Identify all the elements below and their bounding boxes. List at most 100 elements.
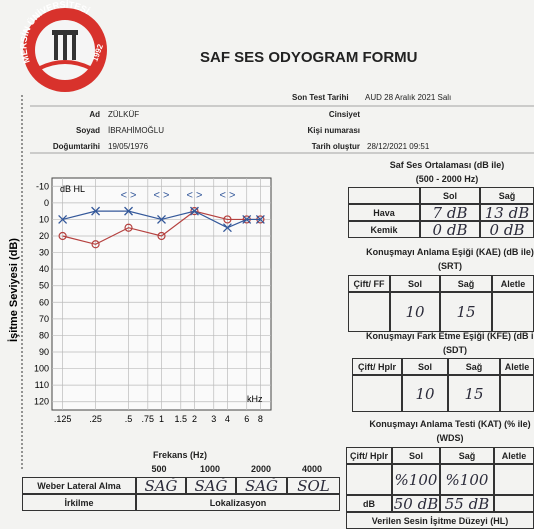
section-title: Konuşmayı Anlama Eşiği (KAE) (dB ile) xyxy=(340,247,534,257)
wds-cell: Çift/ Hplr xyxy=(346,447,392,464)
section-title: Konuşmayı Fark Etme Eşiği (KFE) (dB ile) xyxy=(345,331,534,341)
y-tick-label: 80 xyxy=(39,330,49,340)
srt-cell: Aletle xyxy=(492,275,534,292)
srt-cell: Sol xyxy=(390,275,440,292)
x-tick-label: 1.5 xyxy=(175,414,188,424)
section-title: Konuşmayı Anlama Testi (KAT) (% ile) xyxy=(340,419,534,429)
averages-cell xyxy=(348,187,420,204)
x-tick-label: .5 xyxy=(125,414,133,424)
column-label: 1000 xyxy=(187,464,233,474)
sdt-cell: 10 xyxy=(402,375,448,412)
y-tick-label: -10 xyxy=(36,181,49,191)
y-axis-label: İşitme Seviyesi (dB) xyxy=(7,238,20,342)
section-subtitle: (500 - 2000 Hz) xyxy=(337,174,534,184)
field-label: Tarih oluştur xyxy=(250,142,360,151)
x-tick-label: 2 xyxy=(192,414,197,424)
averages-cell: 7 dB xyxy=(420,204,480,221)
srt-cell: 15 xyxy=(440,292,492,332)
x-tick-label: 1 xyxy=(159,414,164,424)
page: MERSİN ÜNİVERSİTESİ 1992 -10 0 10 20 30 40 50 6… xyxy=(0,0,534,529)
y-tick-label: 90 xyxy=(39,347,49,357)
y-tick-label: 120 xyxy=(34,397,49,407)
wds-cell: Sağ xyxy=(440,447,494,464)
column-label: 2000 xyxy=(238,464,284,474)
section-title: Frekans (Hz) xyxy=(130,450,230,460)
sdt-cell: Çift/ Hplr xyxy=(352,358,402,375)
srt-cell: Çift/ FF xyxy=(348,275,390,292)
x-tick-label: 6 xyxy=(244,414,249,424)
field-label: Doğumtarihi xyxy=(30,142,100,151)
field-label: Cinsiyet xyxy=(250,110,360,119)
wds-cell: 55 dB xyxy=(440,495,494,512)
wds-cell xyxy=(494,464,534,495)
frequency-cell: SAĞ xyxy=(236,477,287,494)
wds-cell: 50 dB xyxy=(392,495,440,512)
averages-cell: Kemik xyxy=(348,221,420,238)
field-label: Ad xyxy=(30,110,100,119)
marker: < > xyxy=(187,190,203,202)
x-tick-label: .25 xyxy=(89,414,102,424)
wds-cell: Sol xyxy=(392,447,440,464)
field-value: ZÜLKÜF xyxy=(108,110,139,119)
srt-cell: Sağ xyxy=(440,275,492,292)
wds-cell xyxy=(494,495,534,512)
x-tick-label: 3 xyxy=(211,414,216,424)
y-tick-label: 40 xyxy=(39,264,49,274)
column-label: 4000 xyxy=(289,464,335,474)
averages-cell: 13 dB xyxy=(480,204,534,221)
last-test-value: AUD 28 Aralık 2021 Salı xyxy=(365,93,451,102)
sdt-cell: Sol xyxy=(402,358,448,375)
averages-cell: Hava xyxy=(348,204,420,221)
frequency-cell: İrkilme xyxy=(22,494,136,511)
section-subtitle: (SDT) xyxy=(345,345,534,355)
sdt-cell: Aletle xyxy=(500,358,534,375)
y-tick-label: 30 xyxy=(39,248,49,258)
title: SAF SES ODYOGRAM FORMU xyxy=(200,49,418,66)
y-tick-label: 100 xyxy=(34,364,49,374)
x-tick-label: .75 xyxy=(142,414,155,424)
field-label: Soyad xyxy=(30,126,100,135)
averages-cell: 0 dB xyxy=(420,221,480,238)
averages-cell: Sol xyxy=(420,187,480,204)
section-subtitle: (WDS) xyxy=(340,433,534,443)
y-tick-label: 110 xyxy=(35,380,49,390)
x-tick-label: .125 xyxy=(54,414,72,424)
frequency-cell: SAĞ xyxy=(186,477,236,494)
frequency-cell: SOL xyxy=(287,477,340,494)
frequency-cell: SAĞ xyxy=(136,477,186,494)
logo: MERSİN ÜNİVERSİTESİ 1992 xyxy=(18,0,107,92)
x-unit-label: kHz xyxy=(247,394,263,404)
field-value: 28/12/2021 09:51 xyxy=(367,142,429,151)
y-tick-label: 0 xyxy=(44,198,49,208)
field-value: İBRAHİMOĞLU xyxy=(108,126,164,135)
wds-cell: %100 xyxy=(392,464,440,495)
section-subtitle: (SRT) xyxy=(340,261,534,271)
field-label: Kişi numarası xyxy=(250,126,360,135)
averages-cell: 0 dB xyxy=(480,221,534,238)
unit-label: dB HL xyxy=(60,184,85,194)
wds-cell xyxy=(346,464,392,495)
marker: < > xyxy=(154,190,170,202)
y-tick-label: 20 xyxy=(39,231,49,241)
sdt-cell: Sağ xyxy=(448,358,500,375)
wds-cell: dB xyxy=(346,495,392,512)
last-test-label: Son Test Tarihi xyxy=(292,93,349,102)
x-tick-label: 4 xyxy=(225,414,230,424)
y-tick-label: 70 xyxy=(39,314,49,324)
srt-cell: 10 xyxy=(390,292,440,332)
wds-cell: Verilen Sesin İşitme Düzeyi (HL) xyxy=(346,512,534,529)
x-tick-label: 8 xyxy=(258,414,263,424)
srt-cell xyxy=(348,292,390,332)
sdt-cell xyxy=(352,375,402,412)
marker: < > xyxy=(121,190,137,202)
y-tick-label: 50 xyxy=(39,281,49,291)
y-tick-label: 10 xyxy=(39,214,49,224)
sdt-cell xyxy=(500,375,534,412)
marker: < > xyxy=(219,190,235,202)
frequency-cell: Lokalizasyon xyxy=(136,494,340,511)
wds-cell: %100 xyxy=(440,464,494,495)
srt-cell xyxy=(492,292,534,332)
y-tick-label: 60 xyxy=(39,297,49,307)
averages-cell: Sağ xyxy=(480,187,534,204)
frequency-cell: Weber Lateral Alma xyxy=(22,477,136,494)
